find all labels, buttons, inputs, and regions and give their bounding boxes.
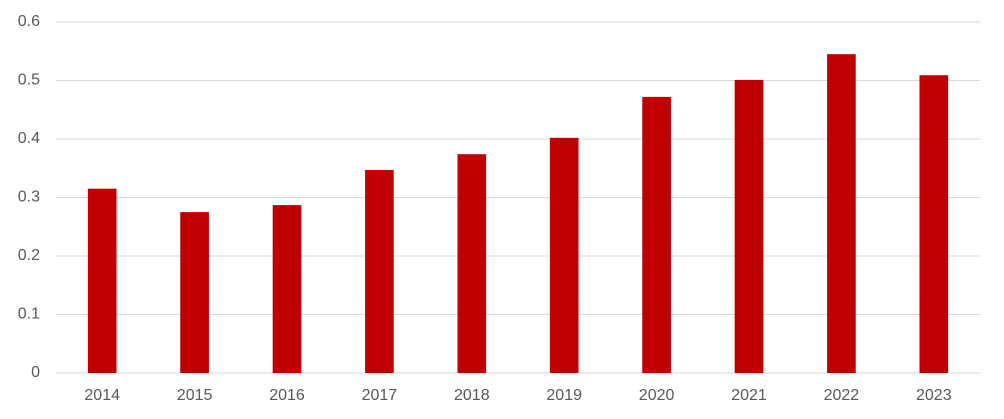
- y-tick-label: 0.6: [18, 13, 40, 30]
- y-tick-label: 0.1: [18, 306, 40, 323]
- bar: [734, 79, 764, 373]
- x-tick-label: 2021: [731, 387, 767, 404]
- x-tick-label: 2022: [824, 387, 860, 404]
- x-tick-label: 2014: [84, 387, 120, 404]
- y-tick-label: 0.2: [18, 247, 40, 264]
- bar: [87, 188, 117, 373]
- x-tick-label: 2023: [916, 387, 952, 404]
- bar: [272, 205, 302, 373]
- x-tick-label: 2016: [269, 387, 305, 404]
- bar: [919, 75, 949, 374]
- bar: [827, 54, 856, 374]
- y-tick-label: 0.5: [18, 72, 40, 89]
- x-tick-label: 2018: [454, 387, 490, 404]
- x-tick-label: 2015: [177, 387, 213, 404]
- bar: [642, 96, 671, 373]
- y-tick-label: 0.3: [18, 189, 40, 206]
- y-tick-label: 0.4: [18, 130, 40, 147]
- y-tick-label: 0: [31, 364, 40, 381]
- x-tick-label: 2017: [362, 387, 398, 404]
- x-tick-label: 2020: [639, 387, 675, 404]
- bar: [365, 170, 394, 373]
- bar: [180, 212, 209, 373]
- bar: [549, 137, 579, 373]
- x-tick-label: 2019: [546, 387, 582, 404]
- bar: [457, 154, 487, 373]
